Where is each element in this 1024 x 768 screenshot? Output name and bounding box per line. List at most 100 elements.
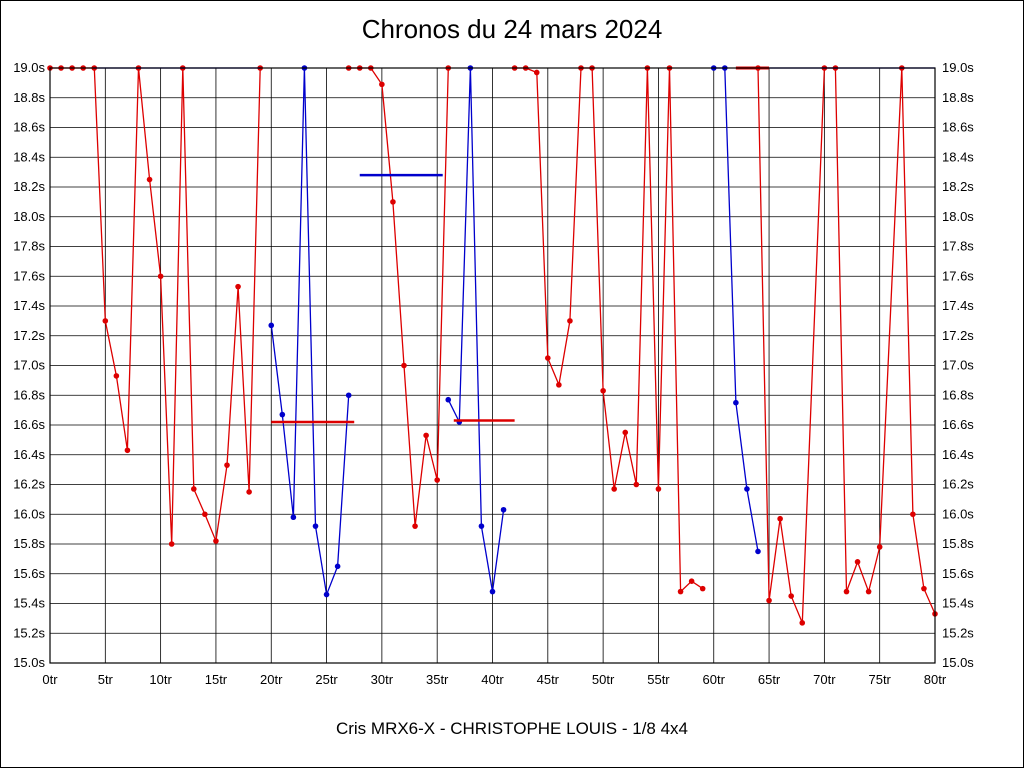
series-line bbox=[270, 67, 350, 598]
y-tick-label-right: 18.0s bbox=[942, 209, 974, 224]
data-point bbox=[401, 362, 407, 369]
data-point bbox=[102, 318, 109, 324]
data-point bbox=[733, 399, 739, 406]
y-tick-label-right: 18.8s bbox=[942, 90, 974, 105]
x-tick-label: 50tr bbox=[592, 672, 615, 687]
y-tick-label-left: 17.2s bbox=[13, 328, 45, 343]
y-tick-label-right: 15.2s bbox=[942, 625, 974, 640]
data-point bbox=[146, 176, 153, 183]
y-tick-label-right: 16.8s bbox=[942, 387, 974, 402]
data-point bbox=[556, 382, 562, 388]
data-point bbox=[600, 387, 606, 394]
x-tick-label: 55tr bbox=[647, 672, 670, 687]
data-point bbox=[224, 462, 230, 468]
data-point bbox=[567, 318, 573, 324]
data-point bbox=[168, 541, 175, 547]
y-tick-label-right: 17.0s bbox=[942, 358, 974, 373]
y-tick-label-right: 19.0s bbox=[942, 60, 974, 75]
x-tick-label: 30tr bbox=[371, 672, 394, 687]
x-tick-label: 75tr bbox=[868, 672, 891, 687]
data-point bbox=[279, 411, 286, 418]
data-point bbox=[699, 585, 706, 592]
y-tick-label-right: 16.4s bbox=[942, 447, 974, 462]
data-point bbox=[213, 538, 219, 544]
y-tick-label-left: 18.2s bbox=[13, 179, 45, 194]
grid bbox=[49, 67, 936, 664]
average-lines bbox=[271, 66, 770, 424]
data-point bbox=[423, 432, 429, 439]
x-tick-label: 15tr bbox=[205, 672, 228, 687]
data-point bbox=[345, 392, 352, 399]
y-tick-label-right: 16.0s bbox=[942, 506, 974, 521]
data-point bbox=[500, 506, 507, 513]
data-point bbox=[677, 588, 684, 595]
y-tick-label-right: 18.4s bbox=[942, 149, 974, 164]
data-point bbox=[777, 515, 783, 522]
data-point bbox=[910, 511, 916, 518]
data-point bbox=[533, 69, 540, 76]
data-point bbox=[246, 489, 252, 495]
series-line bbox=[514, 67, 704, 594]
data-point bbox=[788, 593, 794, 599]
series-line bbox=[757, 67, 936, 624]
y-tick-label-left: 15.6s bbox=[13, 566, 45, 581]
data-point bbox=[290, 514, 297, 521]
y-tick-label-right: 15.0s bbox=[942, 655, 974, 670]
y-tick-label-left: 18.4s bbox=[13, 149, 45, 164]
x-tick-label: 45tr bbox=[537, 672, 560, 687]
series-manche-rouge bbox=[47, 65, 938, 626]
y-tick-label-left: 15.0s bbox=[13, 655, 45, 670]
data-point bbox=[379, 81, 385, 88]
data-point bbox=[655, 486, 662, 492]
data-point bbox=[865, 588, 872, 595]
y-tick-label-right: 15.8s bbox=[942, 536, 974, 551]
data-point bbox=[611, 486, 617, 492]
data-point bbox=[755, 548, 761, 555]
data-point bbox=[124, 447, 131, 454]
x-tick-label: 40tr bbox=[481, 672, 504, 687]
y-tick-label-left: 18.0s bbox=[13, 209, 45, 224]
data-point bbox=[766, 597, 772, 604]
y-tick-label-left: 17.8s bbox=[13, 239, 45, 254]
x-tick-label: 60tr bbox=[703, 672, 726, 687]
chart-title: Chronos du 24 mars 2024 bbox=[361, 14, 663, 44]
y-tick-label-left: 18.8s bbox=[13, 90, 45, 105]
y-tick-label-right: 16.2s bbox=[942, 477, 974, 492]
data-point bbox=[202, 511, 208, 518]
x-tick-label: 65tr bbox=[758, 672, 781, 687]
data-point bbox=[113, 373, 120, 379]
data-point bbox=[235, 283, 241, 290]
y-tick-label-left: 15.4s bbox=[13, 596, 45, 611]
series bbox=[47, 65, 938, 626]
y-tick-label-left: 16.4s bbox=[13, 447, 45, 462]
data-point bbox=[445, 396, 452, 403]
data-point bbox=[312, 523, 319, 529]
y-tick-label-left: 15.2s bbox=[13, 625, 45, 640]
y-tick-label-left: 18.6s bbox=[13, 120, 45, 135]
y-tick-label-right: 17.4s bbox=[942, 298, 974, 313]
x-tick-label: 5tr bbox=[98, 672, 114, 687]
y-tick-label-left: 16.8s bbox=[13, 387, 45, 402]
y-tick-label-left: 17.4s bbox=[13, 298, 45, 313]
data-point bbox=[412, 523, 418, 529]
chart-subtitle: Cris MRX6-X - CHRISTOPHE LOUIS - 1/8 4x4 bbox=[335, 719, 689, 738]
data-point bbox=[191, 486, 197, 492]
data-point bbox=[478, 523, 485, 529]
x-tick-label: 0tr bbox=[42, 672, 58, 687]
x-tick-label: 80tr bbox=[924, 672, 947, 687]
axis-labels: 0tr 5tr 10tr 15tr 20tr 25tr 30tr 35tr 40tr 45tr 50… bbox=[13, 60, 974, 687]
y-tick-label-left: 16.6s bbox=[13, 417, 45, 432]
data-point bbox=[157, 273, 164, 280]
data-point bbox=[744, 486, 750, 492]
y-tick-label-right: 16.6s bbox=[942, 417, 974, 432]
plot-border bbox=[49, 67, 936, 664]
x-tick-label: 35tr bbox=[426, 672, 449, 687]
x-tick-label: 70tr bbox=[813, 672, 836, 687]
x-tick-label: 20tr bbox=[260, 672, 283, 687]
y-tick-label-left: 17.6s bbox=[13, 268, 45, 283]
data-point bbox=[854, 559, 861, 565]
data-point bbox=[633, 481, 640, 488]
data-point bbox=[688, 578, 695, 584]
data-point bbox=[545, 355, 551, 361]
data-point bbox=[622, 429, 629, 436]
